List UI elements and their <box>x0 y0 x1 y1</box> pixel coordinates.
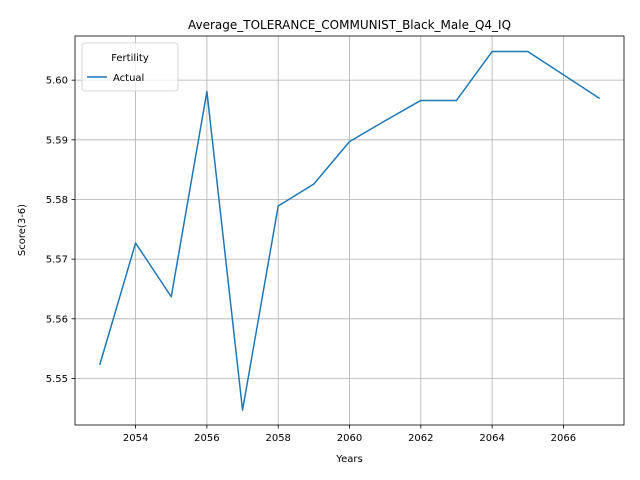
y-tick-label: 5.55 <box>46 374 68 385</box>
legend-label-actual: Actual <box>113 73 144 84</box>
x-tick-label: 2062 <box>408 433 433 444</box>
chart-title: Average_TOLERANCE_COMMUNIST_Black_Male_Q… <box>188 18 511 32</box>
x-axis-label: Years <box>335 454 362 465</box>
y-tick-label: 5.58 <box>46 195 68 206</box>
x-tick-label: 2066 <box>551 433 576 444</box>
legend-box <box>81 42 179 92</box>
y-tick-label: 5.60 <box>46 76 68 87</box>
grid <box>75 36 624 425</box>
axis-ticks: 2054 2056 2058 2060 2062 2064 2066 5.55 5.56 5.57… <box>46 76 576 444</box>
x-tick-label: 2060 <box>337 433 362 444</box>
x-tick-label: 2064 <box>479 433 504 444</box>
y-tick-label: 5.56 <box>46 314 68 325</box>
series-line-actual <box>99 50 601 411</box>
x-tick-label: 2054 <box>123 433 148 444</box>
y-tick-label: 5.59 <box>46 135 68 146</box>
legend-title: Fertility <box>111 53 149 64</box>
x-tick-label: 2056 <box>194 433 219 444</box>
legend: Fertility Actual <box>81 42 179 92</box>
x-tick-label: 2058 <box>265 433 290 444</box>
y-axis-label: Score(3-6) <box>17 204 28 256</box>
y-tick-label: 5.57 <box>46 255 68 266</box>
series-layer <box>99 50 601 411</box>
